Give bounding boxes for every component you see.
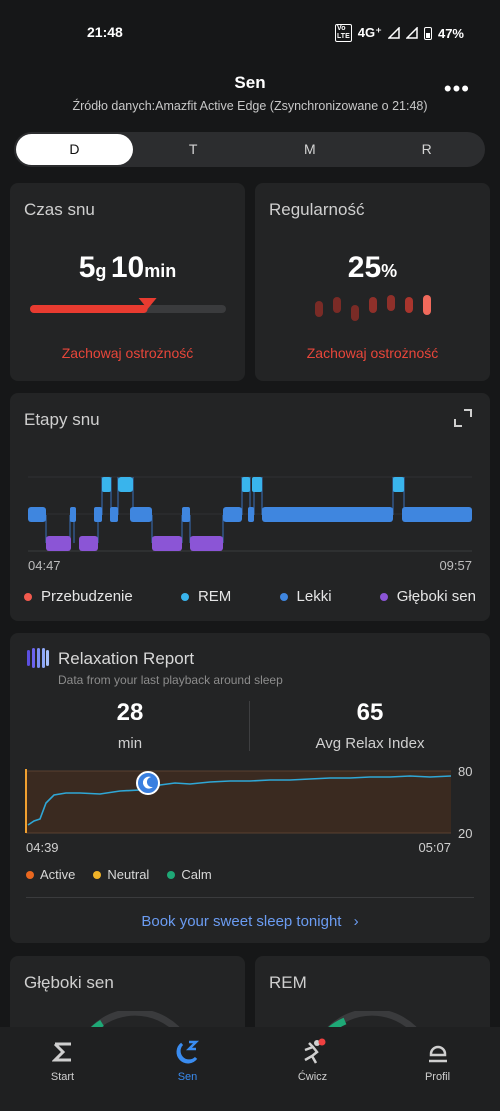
signal-icon-2 — [405, 27, 418, 39]
relax-y-top: 80 — [458, 764, 472, 779]
light-sleep-segments — [28, 507, 472, 522]
sleep-duration-bar — [30, 298, 226, 313]
nav-sleep[interactable]: Sen — [125, 1027, 250, 1111]
regularity-title: Regularność — [269, 200, 365, 219]
nav-workout-label: Ćwicz — [297, 1071, 328, 1083]
sleep-duration-status: Zachowaj ostrożność — [61, 345, 194, 361]
workout-icon — [303, 1038, 325, 1064]
relaxation-subtitle: Data from your last playback around slee… — [58, 673, 283, 687]
legend-light: Lekki — [279, 588, 332, 605]
relax-minutes-stat: 28 min — [10, 699, 250, 752]
relaxation-legend: Active Neutral Calm — [26, 867, 212, 882]
sleep-minutes-unit: min — [144, 261, 177, 281]
book-sleep-label: Book your sweet sleep tonight — [141, 913, 342, 930]
nav-profile-label: Profil — [424, 1071, 451, 1083]
page-header: Sen Źródło danych:Amazfit Active Edge (Z… — [0, 64, 500, 124]
tab-day[interactable]: D — [16, 134, 133, 165]
regularity-unit: % — [381, 261, 398, 281]
tab-week[interactable]: T — [188, 141, 198, 157]
relaxation-report-card[interactable]: Relaxation Report Data from your last pl… — [10, 633, 490, 943]
sleep-duration-fill — [30, 305, 148, 313]
sleep-icon — [176, 1040, 199, 1064]
relax-start-time: 04:39 — [26, 840, 59, 855]
legend-calm: Calm — [167, 867, 212, 882]
battery-percent: 47% — [437, 25, 464, 41]
data-source-subtitle: Źródło danych:Amazfit Active Edge (Zsync… — [72, 99, 428, 113]
bottom-navigation: Start Sen Ćwicz Profil — [0, 1027, 500, 1111]
sleep-hours: 5 — [78, 251, 96, 284]
legend-active: Active — [26, 867, 75, 882]
regularity-status: Zachowaj ostrożność — [306, 345, 439, 361]
relaxation-divider — [26, 897, 474, 898]
sleep-stages-chart: 04:47 09:57 — [28, 476, 472, 573]
stages-end-time: 09:57 — [439, 558, 472, 573]
nav-workout[interactable]: Ćwicz — [250, 1027, 375, 1111]
tab-month[interactable]: M — [304, 141, 316, 157]
status-icons: Vo LTE 4G⁺ 47% — [335, 24, 464, 42]
status-bar: 21:48 Vo LTE 4G⁺ 47% — [0, 0, 500, 64]
legend-neutral: Neutral — [93, 867, 149, 882]
deep-sleep-segments — [46, 536, 223, 551]
regularity-card[interactable]: Regularność 25% Zachowaj ostrożność — [255, 183, 490, 381]
sleep-duration-card[interactable]: Czas snu 5g 10min Zachowaj ostrożność — [10, 183, 245, 381]
sigma-icon — [51, 1042, 71, 1062]
book-sleep-link[interactable]: Book your sweet sleep tonight › — [10, 913, 490, 930]
legend-deep: Głęboki sen — [379, 588, 476, 605]
sleep-duration-marker — [138, 298, 157, 309]
relaxation-icon — [27, 648, 49, 668]
relax-index-label: Avg Relax Index — [315, 735, 425, 752]
expand-icon[interactable] — [454, 409, 472, 427]
regularity-value: 25% — [255, 251, 490, 285]
more-options-button[interactable]: ••• — [443, 76, 470, 101]
rem-segments — [102, 477, 404, 492]
nav-start-label: Start — [50, 1071, 75, 1083]
relax-y-bottom: 20 — [458, 826, 472, 841]
sleep-stages-legend: Przebudzenie REM Lekki Głęboki sen — [24, 588, 476, 605]
sleep-minutes: 10 — [110, 251, 145, 284]
relax-index-value: 65 — [356, 699, 384, 726]
signal-icon — [387, 27, 400, 39]
nav-start[interactable]: Start — [0, 1027, 125, 1111]
relax-minutes-value: 28 — [116, 699, 144, 726]
volte-icon: Vo LTE — [335, 24, 352, 42]
legend-awake: Przebudzenie — [24, 588, 133, 605]
sleep-duration-title: Czas snu — [24, 200, 95, 219]
nav-profile[interactable]: Profil — [375, 1027, 500, 1111]
relaxation-title: Relaxation Report — [58, 649, 195, 668]
status-time: 21:48 — [87, 24, 123, 40]
relax-index-stat: 65 Avg Relax Index — [250, 699, 490, 752]
legend-rem: REM — [180, 588, 231, 605]
page-title: Sen — [234, 73, 266, 92]
network-type: 4G⁺ — [357, 25, 382, 40]
stages-start-time: 04:47 — [28, 558, 61, 573]
relaxation-chart: 80 20 04:39 05:07 — [25, 764, 472, 855]
tab-year[interactable]: R — [421, 141, 432, 157]
deep-sleep-title: Głęboki sen — [24, 973, 114, 992]
battery-icon — [423, 26, 432, 40]
rem-title: REM — [269, 973, 307, 992]
relax-minutes-label: min — [117, 735, 143, 752]
regularity-percent: 25 — [347, 251, 382, 284]
relax-end-time: 05:07 — [418, 840, 451, 855]
sleep-duration-value: 5g 10min — [10, 251, 245, 285]
regularity-bars-icon — [315, 295, 431, 321]
sleep-hours-unit: g — [95, 261, 107, 281]
period-selector: D T M R — [14, 132, 485, 167]
chevron-right-icon: › — [353, 913, 359, 930]
sleep-stages-card[interactable]: Etapy snu — [10, 393, 490, 621]
profile-icon — [428, 1045, 447, 1063]
nav-sleep-label: Sen — [177, 1071, 198, 1083]
stat-divider — [249, 701, 250, 751]
sleep-stages-title: Etapy snu — [24, 410, 100, 429]
moon-marker-icon — [136, 771, 160, 795]
